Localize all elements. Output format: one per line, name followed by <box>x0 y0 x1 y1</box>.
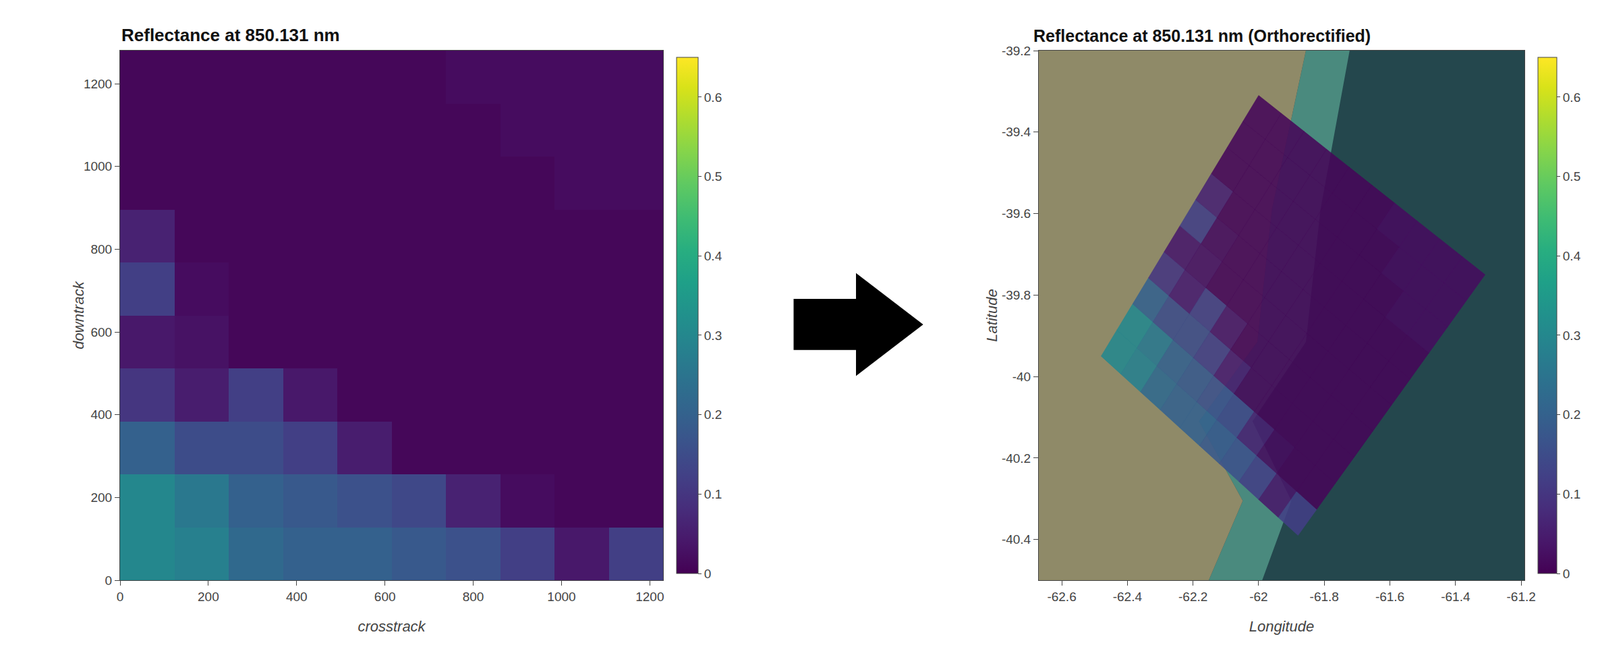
svg-text:0.5: 0.5 <box>704 169 722 184</box>
svg-text:1200: 1200 <box>83 76 112 92</box>
svg-text:0.1: 0.1 <box>1562 487 1581 502</box>
svg-text:0.2: 0.2 <box>1562 407 1581 422</box>
svg-text:600: 600 <box>374 589 396 604</box>
svg-text:0: 0 <box>704 566 712 581</box>
svg-text:Reflectance at 850.131 nm (Ort: Reflectance at 850.131 nm (Orthorectifie… <box>1033 26 1371 46</box>
svg-text:0.2: 0.2 <box>704 407 722 422</box>
svg-text:200: 200 <box>90 490 112 505</box>
svg-text:0.4: 0.4 <box>1562 248 1582 264</box>
svg-text:600: 600 <box>90 325 112 340</box>
svg-text:Latitude: Latitude <box>983 288 1001 342</box>
svg-text:0.6: 0.6 <box>1562 90 1581 105</box>
svg-text:0: 0 <box>105 573 113 588</box>
svg-text:-39.8: -39.8 <box>1001 288 1031 303</box>
svg-text:0.1: 0.1 <box>704 487 722 502</box>
svg-text:1000: 1000 <box>547 589 576 604</box>
svg-text:0.6: 0.6 <box>704 90 722 105</box>
svg-text:-39.6: -39.6 <box>1001 206 1031 221</box>
svg-text:-40.2: -40.2 <box>1001 451 1031 466</box>
svg-text:0.5: 0.5 <box>1562 169 1581 184</box>
svg-text:Longitude: Longitude <box>1249 617 1315 635</box>
svg-text:400: 400 <box>286 589 308 604</box>
svg-text:800: 800 <box>462 589 485 604</box>
svg-text:400: 400 <box>90 407 112 422</box>
svg-text:1000: 1000 <box>83 159 112 174</box>
svg-text:800: 800 <box>90 242 112 257</box>
svg-text:crosstrack: crosstrack <box>357 617 426 635</box>
svg-text:-39.4: -39.4 <box>1001 124 1032 139</box>
svg-text:-39.2: -39.2 <box>1001 43 1031 59</box>
svg-text:0: 0 <box>116 589 125 604</box>
svg-text:-40: -40 <box>1012 369 1031 384</box>
svg-text:200: 200 <box>197 589 220 604</box>
svg-text:Reflectance at 850.131 nm: Reflectance at 850.131 nm <box>121 24 340 46</box>
svg-text:1200: 1200 <box>635 589 664 604</box>
svg-text:-62.6: -62.6 <box>1046 589 1076 604</box>
svg-text:-61.6: -61.6 <box>1375 589 1405 604</box>
svg-text:-61.8: -61.8 <box>1309 589 1339 604</box>
svg-text:downtrack: downtrack <box>70 280 88 349</box>
svg-text:-62.2: -62.2 <box>1178 589 1208 604</box>
svg-text:-61.2: -61.2 <box>1506 589 1536 604</box>
svg-text:0.3: 0.3 <box>704 328 722 343</box>
svg-text:-61.4: -61.4 <box>1440 589 1471 604</box>
svg-text:0.3: 0.3 <box>1562 328 1581 343</box>
svg-text:0: 0 <box>1562 566 1571 581</box>
svg-text:0.4: 0.4 <box>704 248 723 264</box>
svg-text:-62: -62 <box>1249 589 1268 604</box>
svg-text:-62.4: -62.4 <box>1112 589 1143 604</box>
svg-text:-40.4: -40.4 <box>1001 532 1032 547</box>
